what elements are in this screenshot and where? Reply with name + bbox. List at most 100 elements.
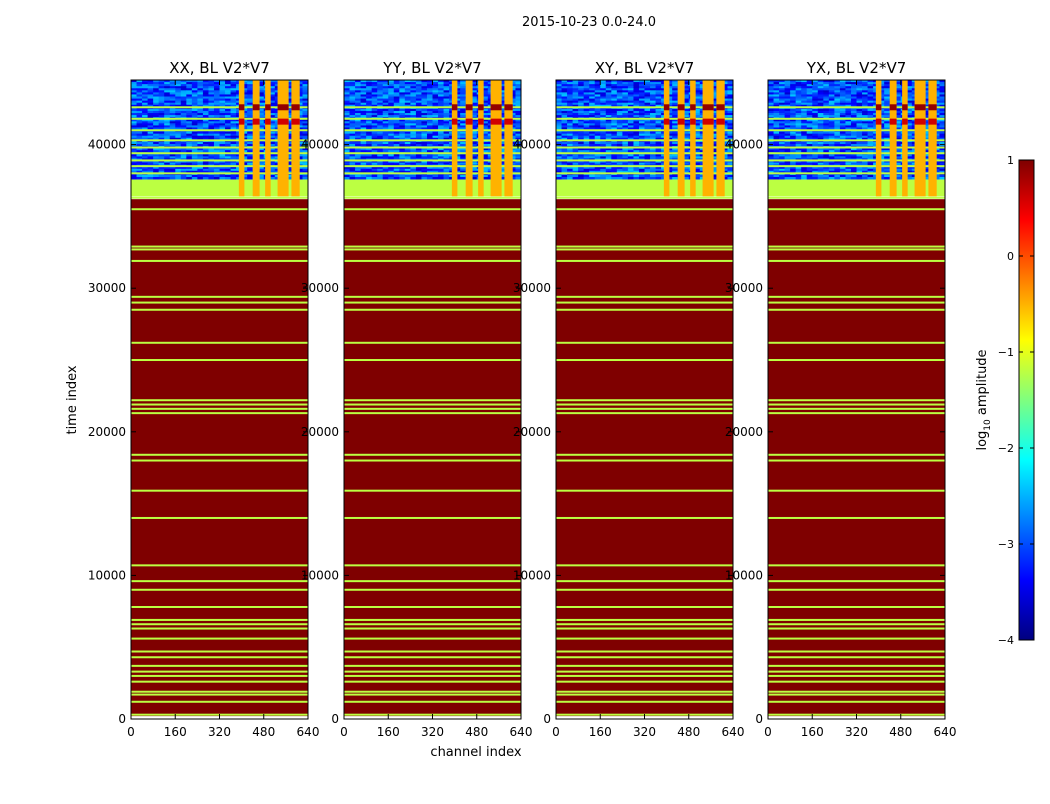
noise-cell xyxy=(672,177,678,179)
flag-band xyxy=(556,208,733,210)
flag-band xyxy=(131,656,308,658)
rfi-column xyxy=(690,80,696,196)
x-tick-label: 0 xyxy=(127,725,135,739)
rfi-hotspot xyxy=(716,104,724,110)
rfi-hotspot xyxy=(466,104,473,110)
rfi-hotspot xyxy=(239,104,245,110)
y-tick-label: 30000 xyxy=(513,281,551,295)
flag-band xyxy=(131,589,308,591)
rfi-column xyxy=(478,80,484,196)
flag-band xyxy=(344,197,521,199)
x-tick-label: 640 xyxy=(722,725,745,739)
flag-band xyxy=(344,296,521,298)
noise-cell xyxy=(181,177,187,179)
noise-cell xyxy=(366,177,372,179)
flag-band xyxy=(131,623,308,625)
flag-band xyxy=(768,665,945,667)
y-tick-label: 40000 xyxy=(513,138,551,152)
flag-band xyxy=(768,628,945,630)
x-tick-label: 640 xyxy=(510,725,533,739)
flag-band xyxy=(556,651,733,653)
noise-cell xyxy=(617,177,623,179)
flag-band xyxy=(344,656,521,658)
noise-cell xyxy=(361,177,367,179)
flag-band xyxy=(344,460,521,462)
rfi-hotspot xyxy=(491,119,502,125)
noise-cell xyxy=(622,177,628,179)
flag-band xyxy=(131,580,308,582)
rfi-hotspot xyxy=(452,119,458,125)
rfi-column xyxy=(716,80,724,196)
flag-band xyxy=(344,589,521,591)
rfi-hotspot xyxy=(253,104,260,110)
flag-band xyxy=(768,694,945,696)
flag-band xyxy=(768,460,945,462)
panel-title: XX, BL V2*V7 xyxy=(169,59,270,77)
noise-cell xyxy=(633,177,639,179)
flag-band xyxy=(556,681,733,683)
flag-band xyxy=(131,246,308,248)
figure-suptitle: 2015-10-23 0.0-24.0 xyxy=(522,15,656,30)
flag-band xyxy=(768,399,945,401)
flag-band xyxy=(344,342,521,344)
noise-cell xyxy=(584,177,590,179)
noise-cell xyxy=(567,177,573,179)
flag-band xyxy=(556,408,733,410)
flag-band xyxy=(768,260,945,262)
flag-band xyxy=(131,260,308,262)
flag-band xyxy=(131,619,308,621)
noise-cell xyxy=(164,177,170,179)
flag-band xyxy=(344,638,521,640)
flag-band xyxy=(556,580,733,582)
rfi-hotspot xyxy=(265,119,271,125)
y-tick-label: 30000 xyxy=(88,281,126,295)
flag-band xyxy=(556,517,733,519)
noise-cell xyxy=(203,177,209,179)
noise-cell xyxy=(595,177,601,179)
flag-band xyxy=(768,296,945,298)
flag-band xyxy=(344,408,521,410)
flag-band xyxy=(768,246,945,248)
flag-band xyxy=(768,656,945,658)
flag-band xyxy=(556,638,733,640)
noise-cell xyxy=(247,177,253,179)
flag-band xyxy=(344,675,521,677)
flag-band xyxy=(556,694,733,696)
noise-cell xyxy=(433,177,439,179)
flag-band xyxy=(131,490,308,492)
rfi-column xyxy=(291,80,299,196)
flag-band xyxy=(556,606,733,608)
rfi-hotspot xyxy=(716,119,724,125)
flag-band xyxy=(131,296,308,298)
rfi-hotspot xyxy=(291,104,299,110)
noise-cell xyxy=(394,177,400,179)
flag-band xyxy=(131,359,308,361)
rfi-hotspot xyxy=(278,104,289,110)
y-tick-label: 30000 xyxy=(301,281,339,295)
noise-cell xyxy=(645,177,651,179)
x-tick-label: 0 xyxy=(340,725,348,739)
noise-cell xyxy=(131,177,137,179)
noise-cell xyxy=(148,177,154,179)
noise-cell xyxy=(344,177,350,179)
rfi-column xyxy=(504,80,512,196)
flag-band xyxy=(131,302,308,304)
flag-band xyxy=(344,359,521,361)
x-tick-label: 320 xyxy=(633,725,656,739)
flag-band xyxy=(768,638,945,640)
flag-band xyxy=(344,302,521,304)
flag-band xyxy=(131,517,308,519)
y-tick-label: 10000 xyxy=(513,568,551,582)
noise-cell xyxy=(383,177,389,179)
flag-band xyxy=(344,619,521,621)
y-tick-label: 40000 xyxy=(88,138,126,152)
panel-title: XY, BL V2*V7 xyxy=(595,59,695,77)
flag-band xyxy=(768,701,945,703)
noise-cell xyxy=(416,177,422,179)
noise-cell xyxy=(421,177,427,179)
flag-band xyxy=(768,517,945,519)
flag-band xyxy=(556,399,733,401)
flag-band xyxy=(556,691,733,693)
flag-band xyxy=(768,651,945,653)
